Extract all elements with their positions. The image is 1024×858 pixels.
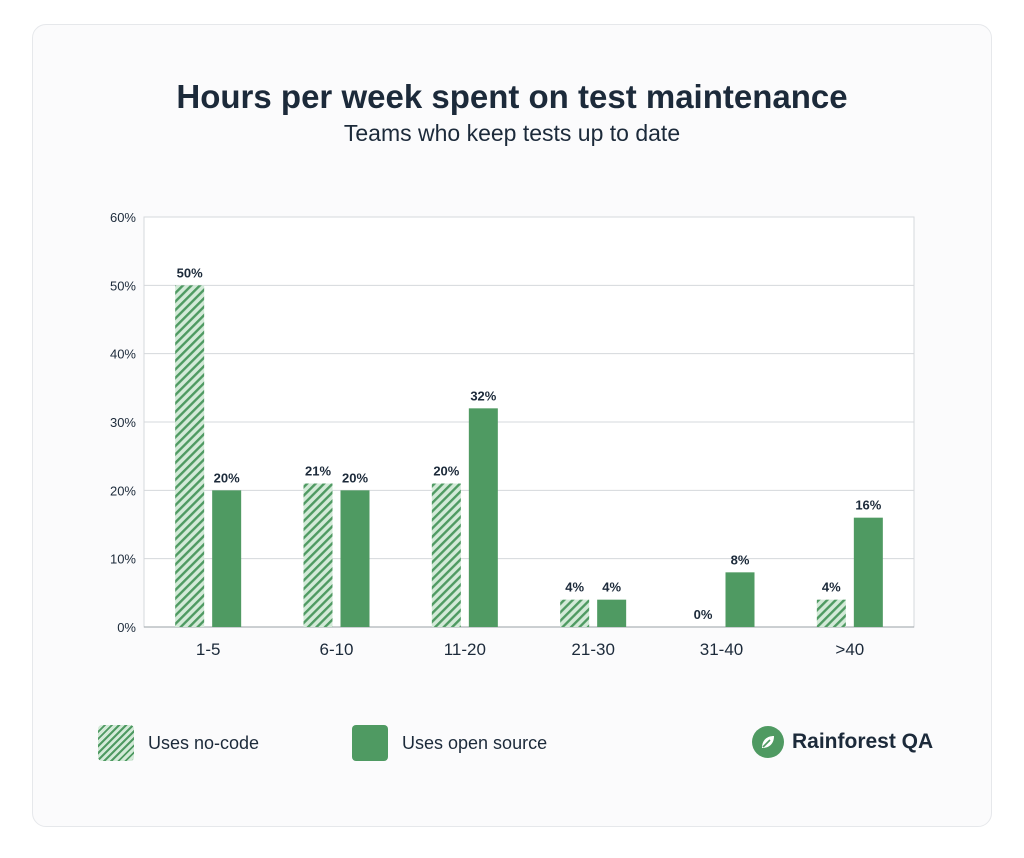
bar-no-code-1 [303, 483, 333, 627]
data-label: 20% [433, 464, 459, 479]
data-label: 8% [731, 552, 750, 567]
chart-subtitle: Teams who keep tests up to date [343, 120, 681, 146]
data-label: 20% [342, 470, 368, 485]
x-tick-label: 6-10 [319, 640, 353, 659]
data-label: 16% [855, 498, 881, 513]
data-label: 20% [214, 470, 240, 485]
brand-logo: Rainforest QA [752, 724, 933, 760]
solid-swatch-icon [352, 725, 388, 761]
brand-name: Rainforest QA [792, 730, 934, 753]
bar-no-code-0 [175, 285, 205, 627]
y-axis: 0% 10% 20% 30% 40% 50% 60% [110, 210, 136, 635]
y-tick-label: 40% [110, 347, 136, 362]
x-axis: 1-5 6-10 11-20 21-30 31-40 >40 [196, 640, 864, 659]
hatched-swatch-icon [98, 725, 134, 761]
data-label: 0% [694, 607, 713, 622]
bar-no-code-3 [560, 599, 590, 627]
bar-open-source-3 [597, 599, 627, 627]
y-tick-label: 20% [110, 483, 136, 498]
legend-item-open-source: Uses open source [352, 724, 547, 762]
bar-open-source-2 [468, 408, 498, 627]
data-label: 4% [565, 580, 584, 595]
x-tick-label: 21-30 [571, 640, 614, 659]
y-tick-label: 0% [117, 620, 136, 635]
x-tick-label: 1-5 [196, 640, 221, 659]
data-label: 32% [470, 388, 496, 403]
y-tick-label: 50% [110, 278, 136, 293]
data-label: 21% [305, 464, 331, 479]
legend-item-no-code: Uses no-code [98, 724, 259, 762]
x-tick-label: 31-40 [700, 640, 743, 659]
legend-label: Uses open source [402, 732, 548, 753]
data-label: 50% [177, 265, 203, 280]
bars: 50% 20% 21% 20% 20% 32% 4% 4% 0% 8% 4% 16% [175, 265, 883, 627]
leaf-icon [752, 726, 784, 758]
bar-open-source-5 [853, 517, 883, 627]
bar-no-code-5 [816, 599, 846, 627]
data-label: 4% [822, 580, 841, 595]
y-tick-label: 60% [110, 210, 136, 225]
x-tick-label: >40 [835, 640, 864, 659]
grid-lines [143, 216, 915, 628]
bar-open-source-4 [725, 572, 755, 627]
bar-no-code-2 [431, 483, 461, 627]
y-tick-label: 30% [110, 415, 136, 430]
chart-title: Hours per week spent on test maintenance [176, 78, 848, 115]
y-tick-label: 10% [110, 552, 136, 567]
bar-open-source-0 [212, 490, 242, 627]
data-label: 4% [602, 580, 621, 595]
bar-open-source-1 [340, 490, 370, 627]
x-tick-label: 11-20 [444, 640, 486, 659]
legend-label: Uses no-code [148, 732, 260, 753]
